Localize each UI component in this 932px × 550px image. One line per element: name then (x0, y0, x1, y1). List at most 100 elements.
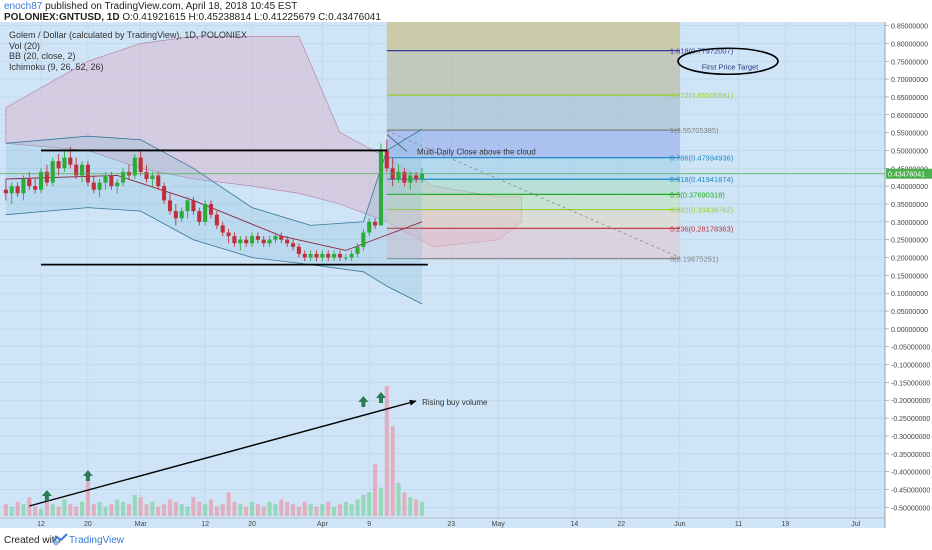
legend-title: Golem / Dollar (calculated by TradingVie… (9, 30, 247, 40)
candle-body (203, 203, 208, 222)
candle-body (326, 253, 331, 258)
x-tick-label: 12 (37, 521, 45, 528)
y-tick-label: 0.25000000 (891, 238, 928, 245)
candle-body (21, 179, 26, 194)
legend-bb[interactable]: BB (20, close, 2) (9, 51, 76, 61)
fib-band (386, 209, 680, 229)
volume-bar (214, 506, 219, 516)
candle-body (314, 253, 319, 258)
fib-label-0: 0(0.19675251) (670, 255, 719, 264)
bollinger-fill (5, 129, 423, 304)
volume-bar (68, 504, 73, 516)
candle-body (173, 211, 178, 219)
candle-body (378, 150, 384, 226)
volume-bar (126, 504, 131, 516)
volume-bar (279, 499, 284, 516)
candle-body (97, 182, 102, 190)
volume-bar (419, 501, 425, 516)
candle-body (44, 171, 49, 183)
x-tick-label: 23 (447, 521, 455, 528)
y-tick-label: 0.30000000 (891, 220, 928, 227)
candle-body (296, 246, 301, 254)
volume-bar (3, 504, 8, 516)
ohlc-values: O:0.41921615 H:0.45238814 L:0.41225679 C… (122, 12, 381, 23)
tradingview-brand-link[interactable]: TradingView (69, 535, 125, 546)
x-tick-label: 22 (617, 521, 625, 528)
fib-label-0-786: 0.786(0.47994936) (670, 154, 734, 163)
volume-bar (378, 487, 384, 516)
candle-body (290, 243, 296, 247)
x-tick-label: Mar (135, 521, 148, 528)
candle-body (343, 257, 348, 259)
legend-vol[interactable]: Vol (20) (9, 40, 41, 51)
volume-bar (27, 497, 32, 516)
bollinger-basis (5, 174, 423, 251)
x-tick-label: 19 (781, 521, 789, 528)
y-tick-label: 0.55000000 (891, 131, 928, 138)
candle-body (337, 253, 342, 258)
volume-bar (9, 506, 14, 516)
volume-bar (156, 506, 161, 516)
y-tick-label: 0.10000000 (891, 291, 928, 298)
volume-bar (285, 501, 290, 516)
candle-body (220, 225, 225, 233)
x-tick-label: 20 (248, 521, 256, 528)
fib-label-1-272: 1.272(0.65505581) (670, 91, 734, 100)
symbol-name[interactable]: POLONIEX:GNTUSD, 1D (4, 12, 120, 23)
volume-bar (373, 464, 378, 516)
y-tick-label: -0.45000000 (891, 487, 930, 494)
volume-bar (220, 504, 225, 516)
fib-label-0-618: 0.618(0.41941874) (670, 175, 734, 184)
created-with-text: Created with (4, 535, 61, 546)
candle-body (185, 200, 190, 212)
volume-bar (179, 504, 184, 516)
y-tick-label: 0.20000000 (891, 256, 928, 263)
candle-body (414, 175, 419, 180)
volume-bar (314, 506, 319, 516)
candle-body (56, 161, 61, 169)
volume-bar (203, 504, 208, 516)
volume-bar (33, 506, 38, 516)
legend-ichimoku[interactable]: Ichimoku (9, 26, 52, 26) (9, 61, 104, 72)
author-name[interactable]: enoch87 (4, 1, 43, 12)
volume-bar (44, 501, 49, 516)
price-chart[interactable]: 1.618(0.77972007) 1.272(0.65505581) 1(0.55… (0, 0, 932, 530)
candle-body (50, 161, 55, 183)
time-axis[interactable]: 12 20 Mar 12 20 Apr 9 23 May 14 22 Jun 11 19 Jul (0, 517, 885, 528)
price-axis[interactable]: 0.85000000 0.80000000 0.75000000 0.70000000… (884, 22, 932, 528)
candle-body (285, 239, 290, 244)
volume-bar (138, 497, 143, 516)
candle-body (419, 173, 425, 180)
volume-bar (290, 504, 296, 516)
up-arrow-icon (41, 490, 52, 501)
candle-body (121, 171, 126, 183)
volume-bar (396, 482, 401, 516)
y-tick-label: 0.50000000 (891, 148, 928, 155)
candle-body (156, 175, 161, 187)
annotation-first-price-target: First Price Target (702, 62, 759, 71)
volume-bar (255, 504, 260, 516)
candle-body (115, 182, 120, 187)
candle-body (214, 214, 219, 226)
y-tick-label: 0.70000000 (891, 77, 928, 84)
fib-band (386, 157, 680, 180)
volume-bar (173, 501, 178, 516)
volume-bars (3, 386, 425, 516)
volume-bar (62, 499, 67, 516)
volume-bar (21, 504, 26, 516)
volume-bar (167, 499, 173, 516)
candle-body (279, 236, 284, 240)
volume-bar (121, 501, 126, 516)
volume-bar (355, 499, 360, 516)
candle-body (384, 150, 389, 169)
bollinger-lower (5, 207, 423, 305)
volume-bar (197, 501, 202, 516)
y-tick-label: 0.85000000 (891, 24, 928, 31)
candle-body (367, 221, 372, 233)
volume-bar (103, 506, 108, 516)
candle-body (103, 175, 108, 183)
volume-bar (308, 504, 313, 516)
fib-band (386, 95, 680, 131)
y-tick-label: 0.80000000 (891, 41, 928, 48)
volume-bar (38, 508, 44, 516)
